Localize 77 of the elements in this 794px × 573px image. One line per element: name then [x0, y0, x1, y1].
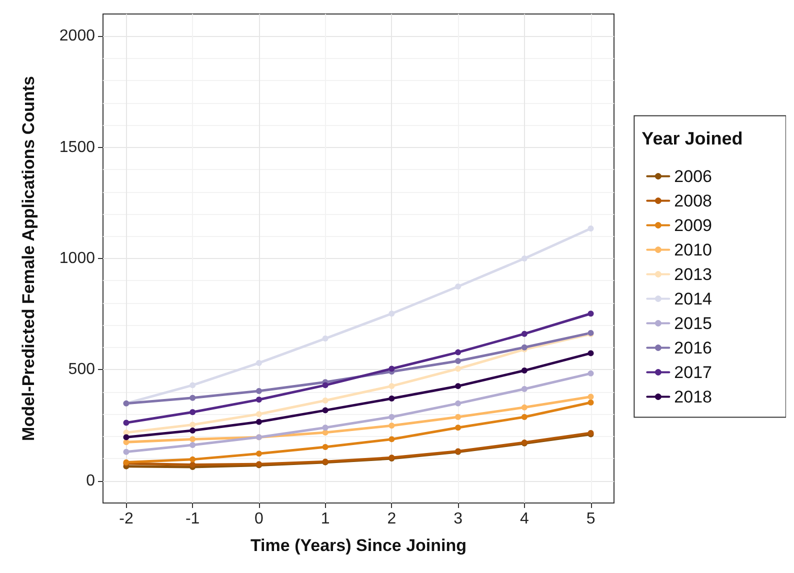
point [521, 414, 528, 420]
legend-label: 2006 [674, 166, 712, 186]
x-tick-label: -2 [119, 510, 134, 528]
point [123, 420, 130, 426]
point [455, 424, 462, 431]
point [455, 358, 462, 364]
y-tick-label: 500 [68, 361, 96, 378]
legend-title: Year Joined [642, 128, 743, 148]
x-tick-label: -1 [185, 510, 200, 528]
point [388, 414, 395, 420]
point [256, 450, 262, 457]
point [322, 407, 328, 414]
point [455, 383, 462, 390]
x-tick-label: 0 [254, 510, 264, 528]
legend-label: 2013 [674, 264, 712, 284]
point [521, 404, 528, 410]
point [256, 418, 262, 425]
point [322, 444, 328, 450]
point [388, 310, 395, 317]
legend-label: 2017 [674, 362, 712, 382]
point [190, 456, 196, 462]
point [190, 428, 196, 434]
x-tick-label: 1 [320, 510, 330, 528]
point [455, 284, 462, 290]
point [521, 386, 528, 392]
point [521, 330, 528, 337]
x-tick-label: 3 [454, 510, 463, 528]
legend-label: 2014 [674, 289, 712, 308]
point [322, 382, 328, 388]
x-tick-label: 5 [586, 510, 596, 528]
legend-label: 2018 [674, 387, 712, 406]
legend-label: 2009 [674, 216, 712, 235]
point [455, 400, 462, 406]
point [123, 434, 130, 440]
point [190, 382, 196, 388]
point [588, 350, 594, 356]
x-tick-label: 4 [520, 510, 529, 528]
legend-label: 2010 [674, 240, 712, 260]
point [256, 388, 262, 394]
point [190, 462, 196, 468]
point [322, 398, 328, 404]
point [455, 414, 462, 420]
point [190, 422, 196, 428]
point [190, 409, 196, 416]
point [190, 436, 196, 442]
point [388, 436, 395, 442]
point [123, 448, 130, 455]
point [588, 310, 594, 317]
x-tick-label: 2 [387, 510, 396, 528]
point [388, 366, 395, 372]
point [256, 396, 262, 403]
y-tick-label: 0 [86, 472, 96, 490]
y-axis-title: Model-Predicted Female Applications Counts [19, 76, 38, 441]
point [455, 349, 462, 356]
point [521, 256, 528, 262]
y-tick-label: 2000 [59, 28, 96, 45]
legend-label: 2008 [674, 191, 712, 210]
legend-label: 2016 [674, 338, 712, 358]
point [256, 360, 262, 366]
point [388, 422, 395, 429]
y-tick-label: 1000 [59, 250, 96, 267]
point [322, 424, 328, 431]
point [588, 400, 594, 406]
legend-label: 2015 [674, 314, 712, 333]
point [588, 370, 594, 376]
y-tick-label: 1500 [59, 138, 96, 156]
point [388, 383, 395, 390]
point [455, 366, 462, 372]
point [190, 442, 196, 448]
point [322, 336, 328, 342]
point [588, 394, 594, 400]
point [588, 225, 594, 232]
point [190, 394, 196, 401]
x-axis-title: Time (Years) Since Joining [250, 536, 467, 555]
point [388, 396, 395, 402]
point [256, 411, 262, 418]
point [521, 368, 528, 374]
